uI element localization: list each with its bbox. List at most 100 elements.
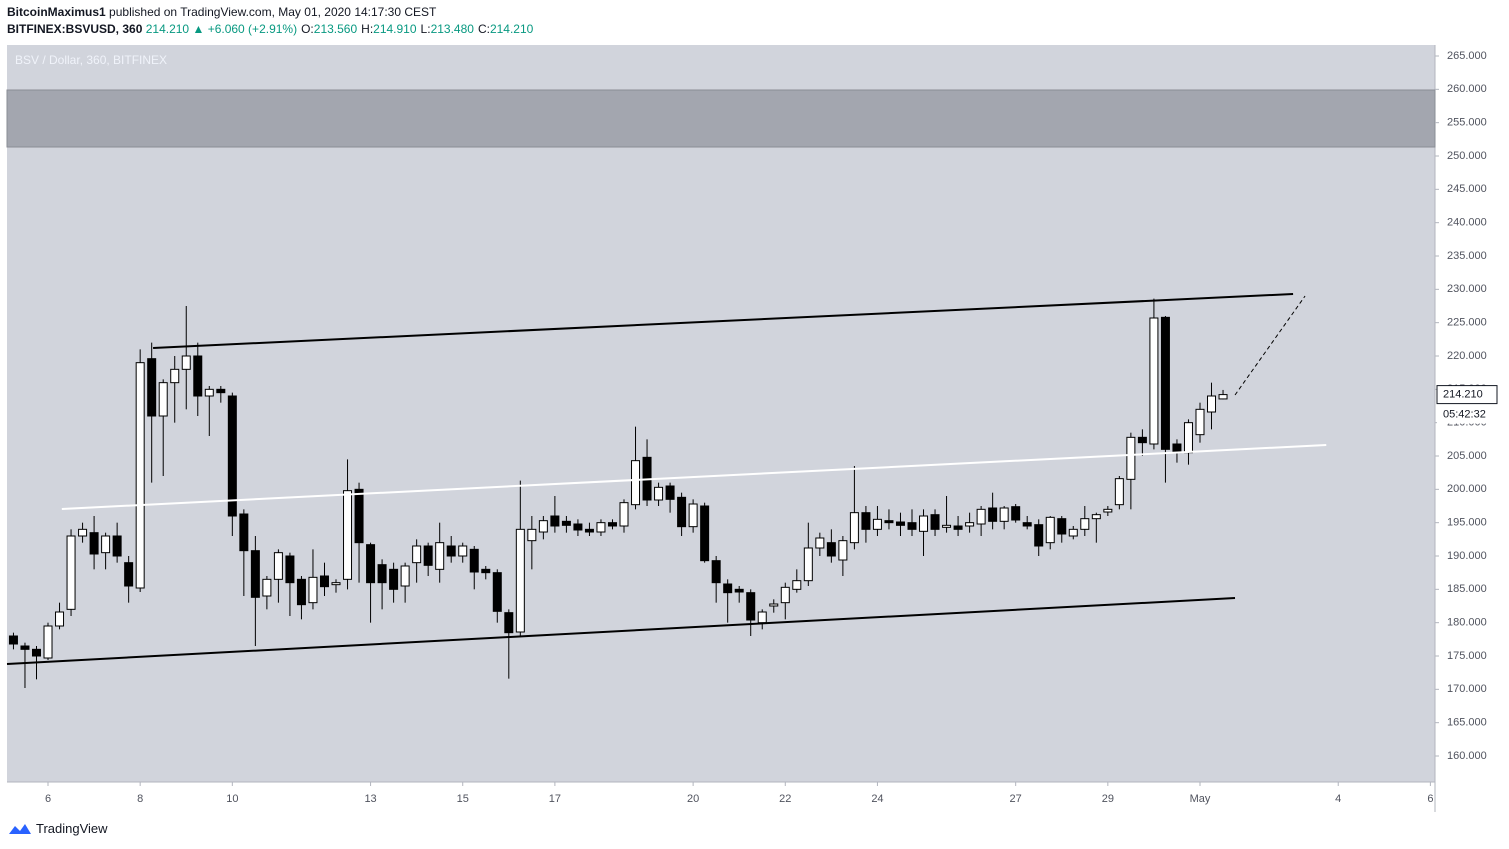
x-tick-label: 22 — [779, 793, 791, 805]
x-tick-label: 13 — [364, 793, 376, 805]
candle-body — [1126, 436, 1136, 480]
price: 214.210 — [145, 22, 190, 36]
candle-body — [1045, 516, 1055, 544]
x-tick-label: 10 — [226, 793, 238, 805]
candle-body — [815, 537, 825, 549]
x-tick-label: 27 — [1010, 793, 1022, 805]
candle-body — [688, 503, 698, 528]
x-tick-label: 20 — [687, 793, 699, 805]
candle-body — [89, 532, 99, 555]
candle-body — [907, 522, 917, 530]
price-tag-label: 214.210 — [1443, 389, 1483, 401]
candle-body — [227, 395, 237, 517]
y-tick-label: 160.000 — [1447, 750, 1487, 762]
ohlc-key: O: — [301, 22, 314, 36]
candle-body — [112, 535, 122, 557]
candle-body — [262, 578, 272, 597]
candle-body — [677, 496, 687, 528]
candle-body — [31, 648, 41, 657]
candle-body — [1149, 317, 1159, 445]
candle-body — [895, 521, 905, 526]
candle-body — [965, 522, 975, 527]
x-tick-label: 6 — [1427, 793, 1433, 805]
candle-body — [872, 518, 882, 530]
candle-body — [780, 586, 790, 604]
candle-body — [976, 508, 986, 525]
candle-body — [124, 562, 134, 587]
candle-body — [423, 545, 433, 566]
candle-body — [296, 578, 306, 606]
candle-body — [170, 368, 180, 384]
candle-body — [8, 635, 18, 645]
candle-body — [158, 382, 168, 417]
candle-body — [204, 388, 214, 397]
candle-body — [884, 520, 894, 524]
symbol: BITFINEX:BSVUSD, 360 — [7, 22, 143, 36]
candle-body — [1114, 478, 1124, 506]
candle-body — [319, 575, 329, 588]
candle-body — [469, 548, 479, 573]
candle-body — [101, 535, 111, 554]
ohlc-value: 213.560 — [313, 22, 358, 36]
candle-body — [919, 515, 929, 532]
candle-body — [1103, 508, 1113, 513]
ohlc-value: 214.910 — [373, 22, 417, 36]
candle-body — [354, 488, 364, 544]
x-tick-label: 6 — [45, 793, 51, 805]
y-tick-label: 265.000 — [1447, 50, 1487, 62]
x-tick-label: 24 — [871, 793, 883, 805]
candle-body — [1057, 518, 1067, 535]
y-tick-label: 170.000 — [1447, 683, 1487, 695]
candle-body — [147, 358, 157, 417]
candle-body — [1011, 506, 1021, 521]
candle-body — [389, 568, 399, 590]
candle-body — [792, 580, 802, 590]
y-tick-label: 255.000 — [1447, 117, 1487, 129]
ohlc-key: L: — [420, 22, 431, 36]
candle-body — [78, 528, 88, 537]
y-tick-label: 205.000 — [1447, 450, 1487, 462]
y-tick-label: 235.000 — [1447, 250, 1487, 262]
header: BitcoinMaximus1 published on TradingView… — [7, 4, 533, 38]
countdown-bg — [1437, 405, 1497, 424]
candle-body — [550, 515, 560, 527]
y-tick-label: 175.000 — [1447, 650, 1487, 662]
ohlc-key: H: — [361, 22, 374, 36]
candle-body — [273, 552, 283, 580]
candle-body — [1172, 443, 1182, 454]
candle-body — [285, 555, 295, 584]
trendline — [1234, 295, 1306, 396]
candle-body — [135, 362, 145, 589]
candle-body — [20, 645, 30, 650]
candle-body — [331, 582, 341, 586]
y-tick-label: 180.000 — [1447, 617, 1487, 629]
trendline — [6, 597, 1236, 665]
candle-body — [596, 522, 606, 533]
candle-body — [412, 545, 422, 564]
y-tick-label: 245.000 — [1447, 183, 1487, 195]
plot-background — [7, 45, 1435, 782]
zone — [6, 89, 1436, 148]
candle-body — [239, 513, 249, 552]
candle-body — [803, 547, 813, 582]
candle-body — [1091, 514, 1101, 520]
arrow: ▲ — [192, 22, 205, 36]
candle-body — [43, 625, 53, 659]
candle-body — [723, 583, 733, 594]
author: BitcoinMaximus1 — [7, 5, 106, 19]
x-tick-label: 4 — [1335, 793, 1341, 805]
logo — [9, 823, 31, 834]
price-tag — [1436, 385, 1498, 405]
footer: TradingView — [8, 821, 108, 836]
candle-body — [481, 568, 491, 574]
y-tick-label: 165.000 — [1447, 717, 1487, 729]
change: +6.060 (+2.91%) — [207, 22, 298, 36]
candle-body — [734, 588, 744, 593]
candle-body — [343, 490, 353, 580]
candle-body — [561, 520, 571, 526]
y-tick-label: 250.000 — [1447, 150, 1487, 162]
candle-body — [746, 592, 756, 621]
candle-body — [308, 576, 318, 604]
